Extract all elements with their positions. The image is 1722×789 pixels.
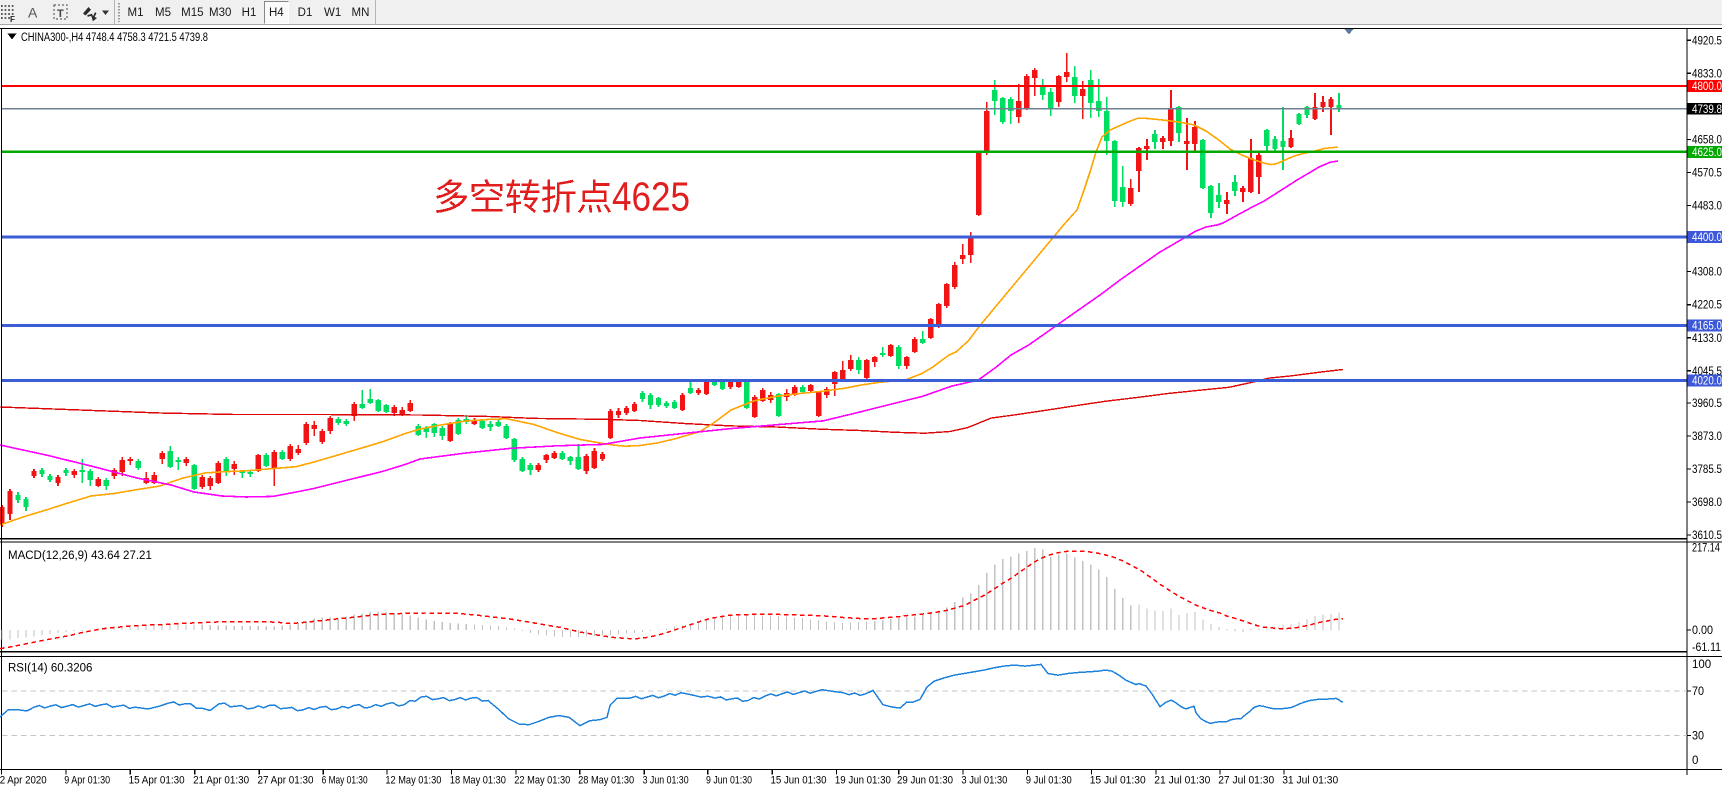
svg-text:3 Jul 01:30: 3 Jul 01:30 (961, 775, 1007, 787)
svg-text:12 May 01:30: 12 May 01:30 (385, 775, 441, 787)
svg-text:T: T (57, 8, 64, 20)
svg-text:28 May 01:30: 28 May 01:30 (578, 775, 634, 787)
svg-text:18 May 01:30: 18 May 01:30 (450, 775, 506, 787)
svg-text:RSI(14) 60.3206: RSI(14) 60.3206 (8, 663, 92, 675)
svg-text:15 Jun 01:30: 15 Jun 01:30 (771, 775, 827, 787)
svg-text:4800.0: 4800.0 (1692, 81, 1722, 93)
svg-text:3873.0: 3873.0 (1692, 431, 1722, 443)
svg-text:A: A (28, 5, 38, 21)
svg-text:4570.5: 4570.5 (1692, 168, 1722, 180)
svg-text:4658.0: 4658.0 (1692, 134, 1722, 146)
svg-text:MACD(12,26,9) 43.64 27.21: MACD(12,26,9) 43.64 27.21 (8, 550, 152, 562)
svg-text:4739.8: 4739.8 (1692, 104, 1722, 116)
svg-text:21 Jul 01:30: 21 Jul 01:30 (1154, 775, 1210, 787)
svg-text:217.14: 217.14 (1692, 543, 1720, 555)
svg-text:3960.5: 3960.5 (1692, 398, 1722, 410)
svg-text:4625: 4625 (612, 174, 690, 220)
svg-text:CHINA300-,H4 4748.4 4758.3 47: CHINA300-,H4 4748.4 4758.3 4721.5 4739.8 (21, 30, 208, 44)
svg-text:4308.0: 4308.0 (1692, 267, 1722, 279)
svg-text:4133.0: 4133.0 (1692, 333, 1722, 345)
svg-text:70: 70 (1692, 686, 1704, 698)
svg-text:4165.0: 4165.0 (1692, 321, 1722, 333)
svg-text:0.00: 0.00 (1692, 625, 1713, 637)
svg-text:9 Apr 01:30: 9 Apr 01:30 (64, 775, 110, 787)
svg-text:15 Apr 01:30: 15 Apr 01:30 (129, 775, 185, 787)
svg-text:27 Apr 01:30: 27 Apr 01:30 (258, 775, 314, 787)
svg-text:3610.5: 3610.5 (1692, 530, 1722, 542)
svg-text:3785.5: 3785.5 (1692, 464, 1722, 476)
svg-text:4483.0: 4483.0 (1692, 201, 1722, 213)
svg-text:4833.0: 4833.0 (1692, 68, 1722, 80)
svg-text:2 Apr 2020: 2 Apr 2020 (0, 775, 47, 787)
svg-text:4020.0: 4020.0 (1692, 376, 1722, 388)
svg-text:19 Jun 01:30: 19 Jun 01:30 (835, 775, 891, 787)
svg-text:F: F (10, 15, 15, 24)
svg-text:6 May 01:30: 6 May 01:30 (322, 775, 368, 787)
svg-text:9 Jun 01:30: 9 Jun 01:30 (706, 775, 752, 787)
svg-text:0: 0 (1692, 755, 1698, 767)
svg-text:9 Jul 01:30: 9 Jul 01:30 (1026, 775, 1072, 787)
svg-text:31 Jul 01:30: 31 Jul 01:30 (1282, 775, 1338, 787)
svg-text:100: 100 (1692, 659, 1711, 671)
svg-text:27 Jul 01:30: 27 Jul 01:30 (1218, 775, 1274, 787)
svg-text:4220.5: 4220.5 (1692, 300, 1722, 312)
svg-text:30: 30 (1692, 730, 1704, 742)
svg-text:4920.5: 4920.5 (1692, 35, 1722, 47)
svg-text:21 Apr 01:30: 21 Apr 01:30 (193, 775, 249, 787)
svg-text:22 May 01:30: 22 May 01:30 (514, 775, 570, 787)
svg-text:4625.0: 4625.0 (1692, 147, 1722, 159)
svg-text:4400.0: 4400.0 (1692, 232, 1722, 244)
svg-text:-61.11: -61.11 (1692, 642, 1721, 654)
svg-text:15 Jul 01:30: 15 Jul 01:30 (1090, 775, 1146, 787)
svg-text:3698.0: 3698.0 (1692, 497, 1722, 509)
svg-text:29 Jun 01:30: 29 Jun 01:30 (897, 775, 953, 787)
svg-text:3 Jun 01:30: 3 Jun 01:30 (643, 775, 689, 787)
